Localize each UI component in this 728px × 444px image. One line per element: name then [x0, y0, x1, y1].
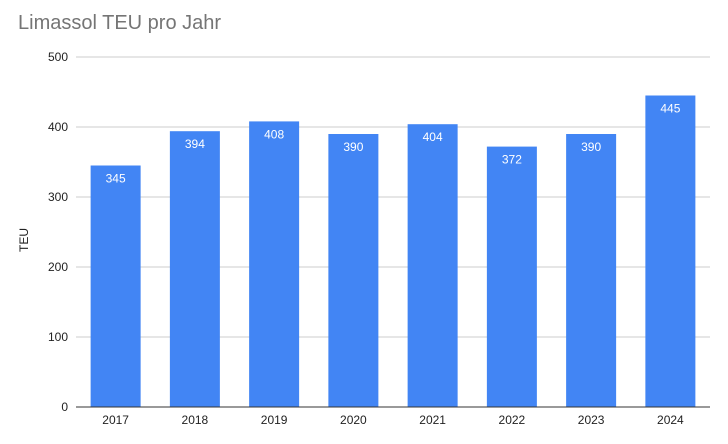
data-label-2018: 394 — [185, 137, 205, 151]
data-label-2019: 408 — [264, 127, 284, 141]
x-tick-label-2018: 2018 — [182, 413, 209, 427]
x-tick-label-2019: 2019 — [261, 413, 288, 427]
bar-2019 — [249, 121, 300, 408]
x-tick-label-2017: 2017 — [102, 413, 129, 427]
y-tick-label: 300 — [48, 190, 68, 204]
x-axis-ticks: 2017 2018 2019 2020 2021 2022 2023 2024 — [102, 413, 684, 427]
y-axis-ticks: 0 100 200 300 400 500 — [48, 50, 68, 414]
y-tick-label: 200 — [48, 260, 68, 274]
x-tick-label-2024: 2024 — [657, 413, 684, 427]
x-tick-label-2022: 2022 — [499, 413, 526, 427]
x-tick-label-2023: 2023 — [578, 413, 605, 427]
bar-2024 — [645, 95, 696, 407]
data-label-2020: 390 — [343, 140, 363, 154]
y-tick-label: 0 — [61, 400, 68, 414]
chart-title: Limassol TEU pro Jahr — [18, 12, 222, 34]
data-label-2023: 390 — [581, 140, 601, 154]
x-tick-label-2020: 2020 — [340, 413, 367, 427]
data-label-2021: 404 — [423, 130, 443, 144]
bar-2020 — [328, 134, 379, 407]
bar-2018 — [169, 131, 220, 407]
y-tick-label: 400 — [48, 120, 68, 134]
bar-2022 — [486, 146, 537, 407]
y-axis-label: TEU — [17, 228, 31, 252]
bars: 345 394 408 390 404 372 390 445 — [90, 95, 696, 408]
bar-2023 — [566, 134, 617, 407]
bar-2017 — [90, 165, 141, 407]
bar-2021 — [407, 124, 458, 407]
y-tick-label: 500 — [48, 50, 68, 64]
y-tick-label: 100 — [48, 330, 68, 344]
data-label-2017: 345 — [106, 172, 126, 186]
data-label-2022: 372 — [502, 153, 522, 167]
data-label-2024: 445 — [660, 102, 680, 116]
x-tick-label-2021: 2021 — [419, 413, 446, 427]
